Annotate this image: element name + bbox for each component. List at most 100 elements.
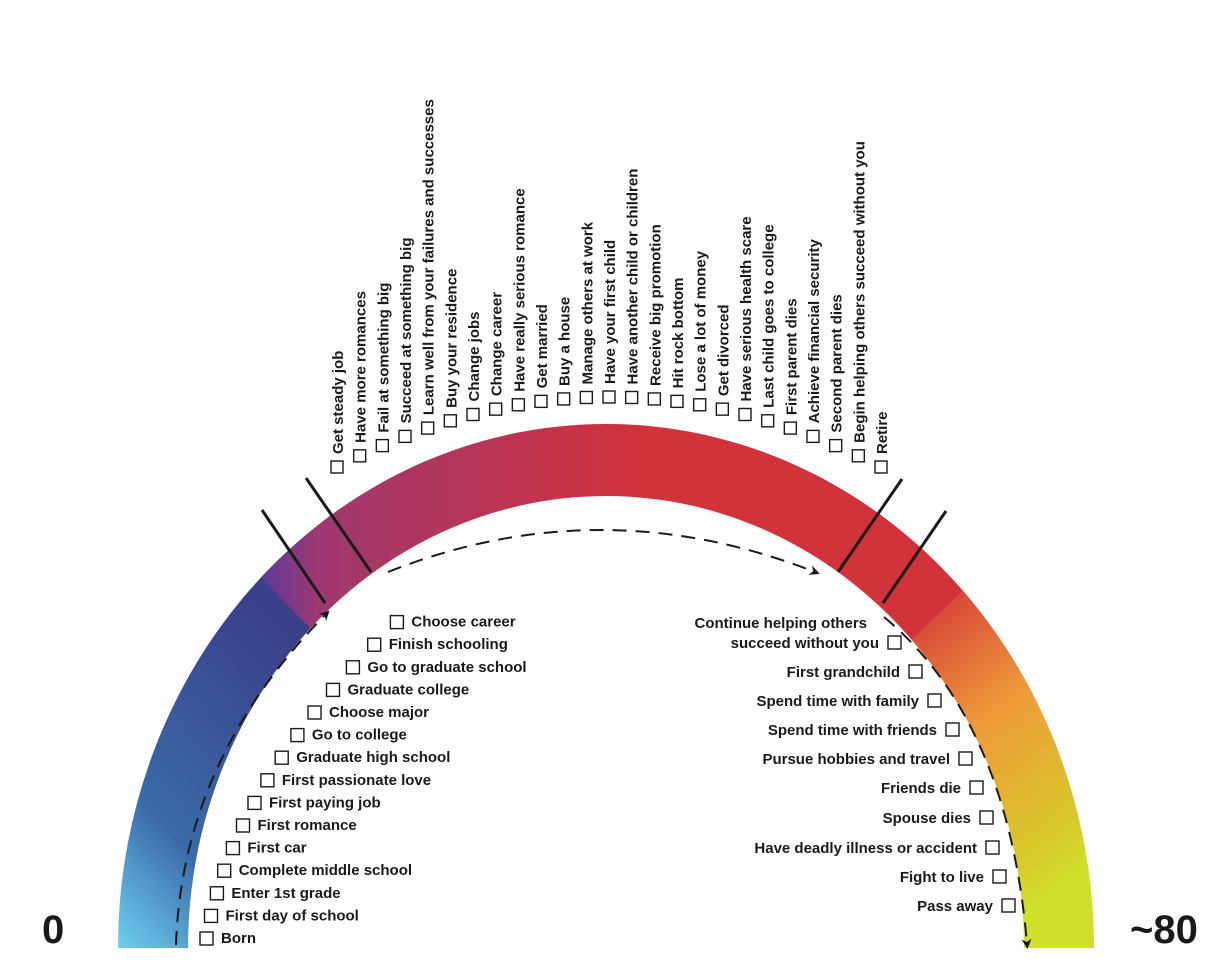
milestone-checkbox[interactable] (624, 390, 639, 405)
milestone-label: Achieve financial security (806, 238, 823, 423)
milestone-label: First car (247, 840, 306, 857)
milestone-label: Get divorced (715, 304, 732, 396)
milestone-checkbox[interactable] (389, 614, 405, 630)
adulthood-milestone: Learn well from your failures and succes… (420, 99, 438, 435)
retirement-milestone: First grandchild (787, 664, 923, 681)
milestone-label: Have your first child (602, 240, 619, 384)
milestone-checkbox[interactable] (466, 407, 480, 422)
timeline-arrows (175, 529, 1032, 949)
age-end-label: ~80 (1130, 908, 1198, 952)
milestone-label: First parent dies (783, 298, 800, 415)
milestone-checkbox[interactable] (420, 421, 435, 435)
milestone-checkbox[interactable] (325, 682, 341, 698)
milestone-label: Born (221, 930, 256, 947)
milestone-checkbox[interactable] (738, 407, 752, 422)
milestone-label: First romance (258, 817, 357, 834)
adulthood-milestone: Get steady job (330, 351, 347, 474)
milestone-checkbox[interactable] (579, 390, 594, 405)
milestone-label: Buy your residence (443, 269, 460, 408)
retirement-milestone: Have deadly illness or accident (754, 840, 1000, 857)
milestone-checkbox[interactable] (908, 664, 923, 679)
milestone-checkbox[interactable] (851, 449, 866, 463)
milestone-checkbox[interactable] (260, 773, 275, 788)
milestone-checkbox[interactable] (534, 394, 548, 409)
milestone-checkbox[interactable] (247, 795, 262, 811)
milestone-checkbox[interactable] (209, 886, 225, 901)
milestone-checkbox[interactable] (760, 414, 775, 428)
milestone-checkbox[interactable] (647, 392, 662, 406)
milestone-checkbox[interactable] (692, 398, 707, 412)
milestone-checkbox[interactable] (352, 449, 367, 463)
milestone-checkbox[interactable] (556, 392, 571, 406)
milestone-checkbox[interactable] (783, 421, 798, 435)
milestone-checkbox[interactable] (216, 863, 232, 878)
milestone-checkbox[interactable] (290, 727, 305, 743)
milestone-label: Finish schooling (389, 636, 508, 653)
milestone-label: Change jobs (466, 311, 483, 401)
milestone-checkbox[interactable] (874, 460, 888, 474)
milestone-label: Complete middle school (239, 862, 412, 879)
milestone-checkbox[interactable] (367, 637, 382, 652)
milestone-checkbox[interactable] (345, 660, 361, 675)
milestone-checkbox[interactable] (969, 780, 984, 795)
milestone-checkbox[interactable] (203, 908, 219, 924)
adulthood-milestone: Change career (488, 292, 506, 416)
milestone-checkbox[interactable] (828, 438, 843, 453)
childhood-milestone: Graduate high school (274, 749, 450, 766)
milestone-checkbox[interactable] (979, 810, 994, 825)
childhood-milestone: Complete middle school (216, 862, 412, 879)
milestone-checkbox[interactable] (806, 429, 820, 444)
milestone-checkbox[interactable] (992, 869, 1007, 884)
milestone-label: Get steady job (330, 351, 347, 454)
milestone-checkbox[interactable] (1001, 898, 1016, 913)
milestone-checkbox[interactable] (307, 705, 322, 720)
milestone-checkbox[interactable] (985, 840, 1000, 855)
milestone-checkbox[interactable] (945, 722, 960, 737)
milestone-label: Have another child or children (625, 169, 642, 385)
milestone-label: Choose major (329, 704, 429, 721)
milestone-label: Spouse dies (883, 810, 971, 827)
milestone-checkbox[interactable] (199, 931, 214, 946)
childhood-milestone: Born (199, 930, 256, 947)
milestone-label: Learn well from your failures and succes… (421, 99, 438, 415)
adulthood-milestone: Last child goes to college (760, 224, 778, 428)
milestone-checkbox[interactable] (511, 398, 526, 412)
milestone-checkbox[interactable] (375, 438, 390, 453)
retirement-milestone: Spouse dies (883, 810, 994, 827)
milestone-checkbox[interactable] (715, 402, 730, 416)
milestone-checkbox[interactable] (235, 818, 251, 833)
milestone-checkbox[interactable] (330, 460, 344, 474)
milestone-checkbox[interactable] (958, 751, 973, 766)
milestone-label: First paying job (269, 794, 381, 811)
milestone-label: Continue helping others (695, 615, 868, 632)
adulthood-milestone: Buy your residence (443, 269, 460, 428)
childhood-milestone: Go to graduate school (345, 659, 527, 676)
milestone-checkbox[interactable] (443, 414, 458, 428)
adulthood-milestone: First parent dies (783, 298, 800, 435)
adulthood-milestone: Receive big promotion (647, 224, 664, 406)
milestone-checkbox[interactable] (927, 693, 942, 708)
milestone-checkbox[interactable] (887, 635, 902, 650)
milestone-label: Last child goes to college (761, 224, 778, 407)
adulthood-milestone: Hit rock bottom (670, 278, 687, 409)
milestone-label: Pursue hobbies and travel (762, 751, 950, 768)
adulthood-milestone: Have really serious romance (511, 188, 528, 412)
milestone-checkbox[interactable] (398, 429, 412, 444)
milestone-label: Have really serious romance (511, 188, 528, 391)
arc-childhood-segment (118, 571, 316, 948)
milestone-checkbox[interactable] (670, 394, 684, 409)
adulthood-milestone: Get married (534, 304, 551, 409)
arc-retirement-segment (911, 590, 1094, 948)
milestone-checkbox[interactable] (488, 402, 503, 416)
milestone-label: Enter 1st grade (231, 885, 340, 902)
milestone-checkbox[interactable] (602, 390, 616, 404)
childhood-milestone: First car (225, 840, 307, 857)
milestone-checkbox[interactable] (225, 840, 241, 856)
milestone-label: Begin helping others succeed without you (851, 141, 868, 443)
milestone-label: Lose a lot of money (693, 250, 710, 392)
milestone-checkbox[interactable] (274, 750, 289, 765)
milestone-label: Retire (874, 411, 891, 454)
adulthood-arrow (387, 529, 820, 575)
childhood-milestone: Graduate college (325, 681, 469, 698)
milestone-label: Go to graduate school (367, 659, 526, 676)
